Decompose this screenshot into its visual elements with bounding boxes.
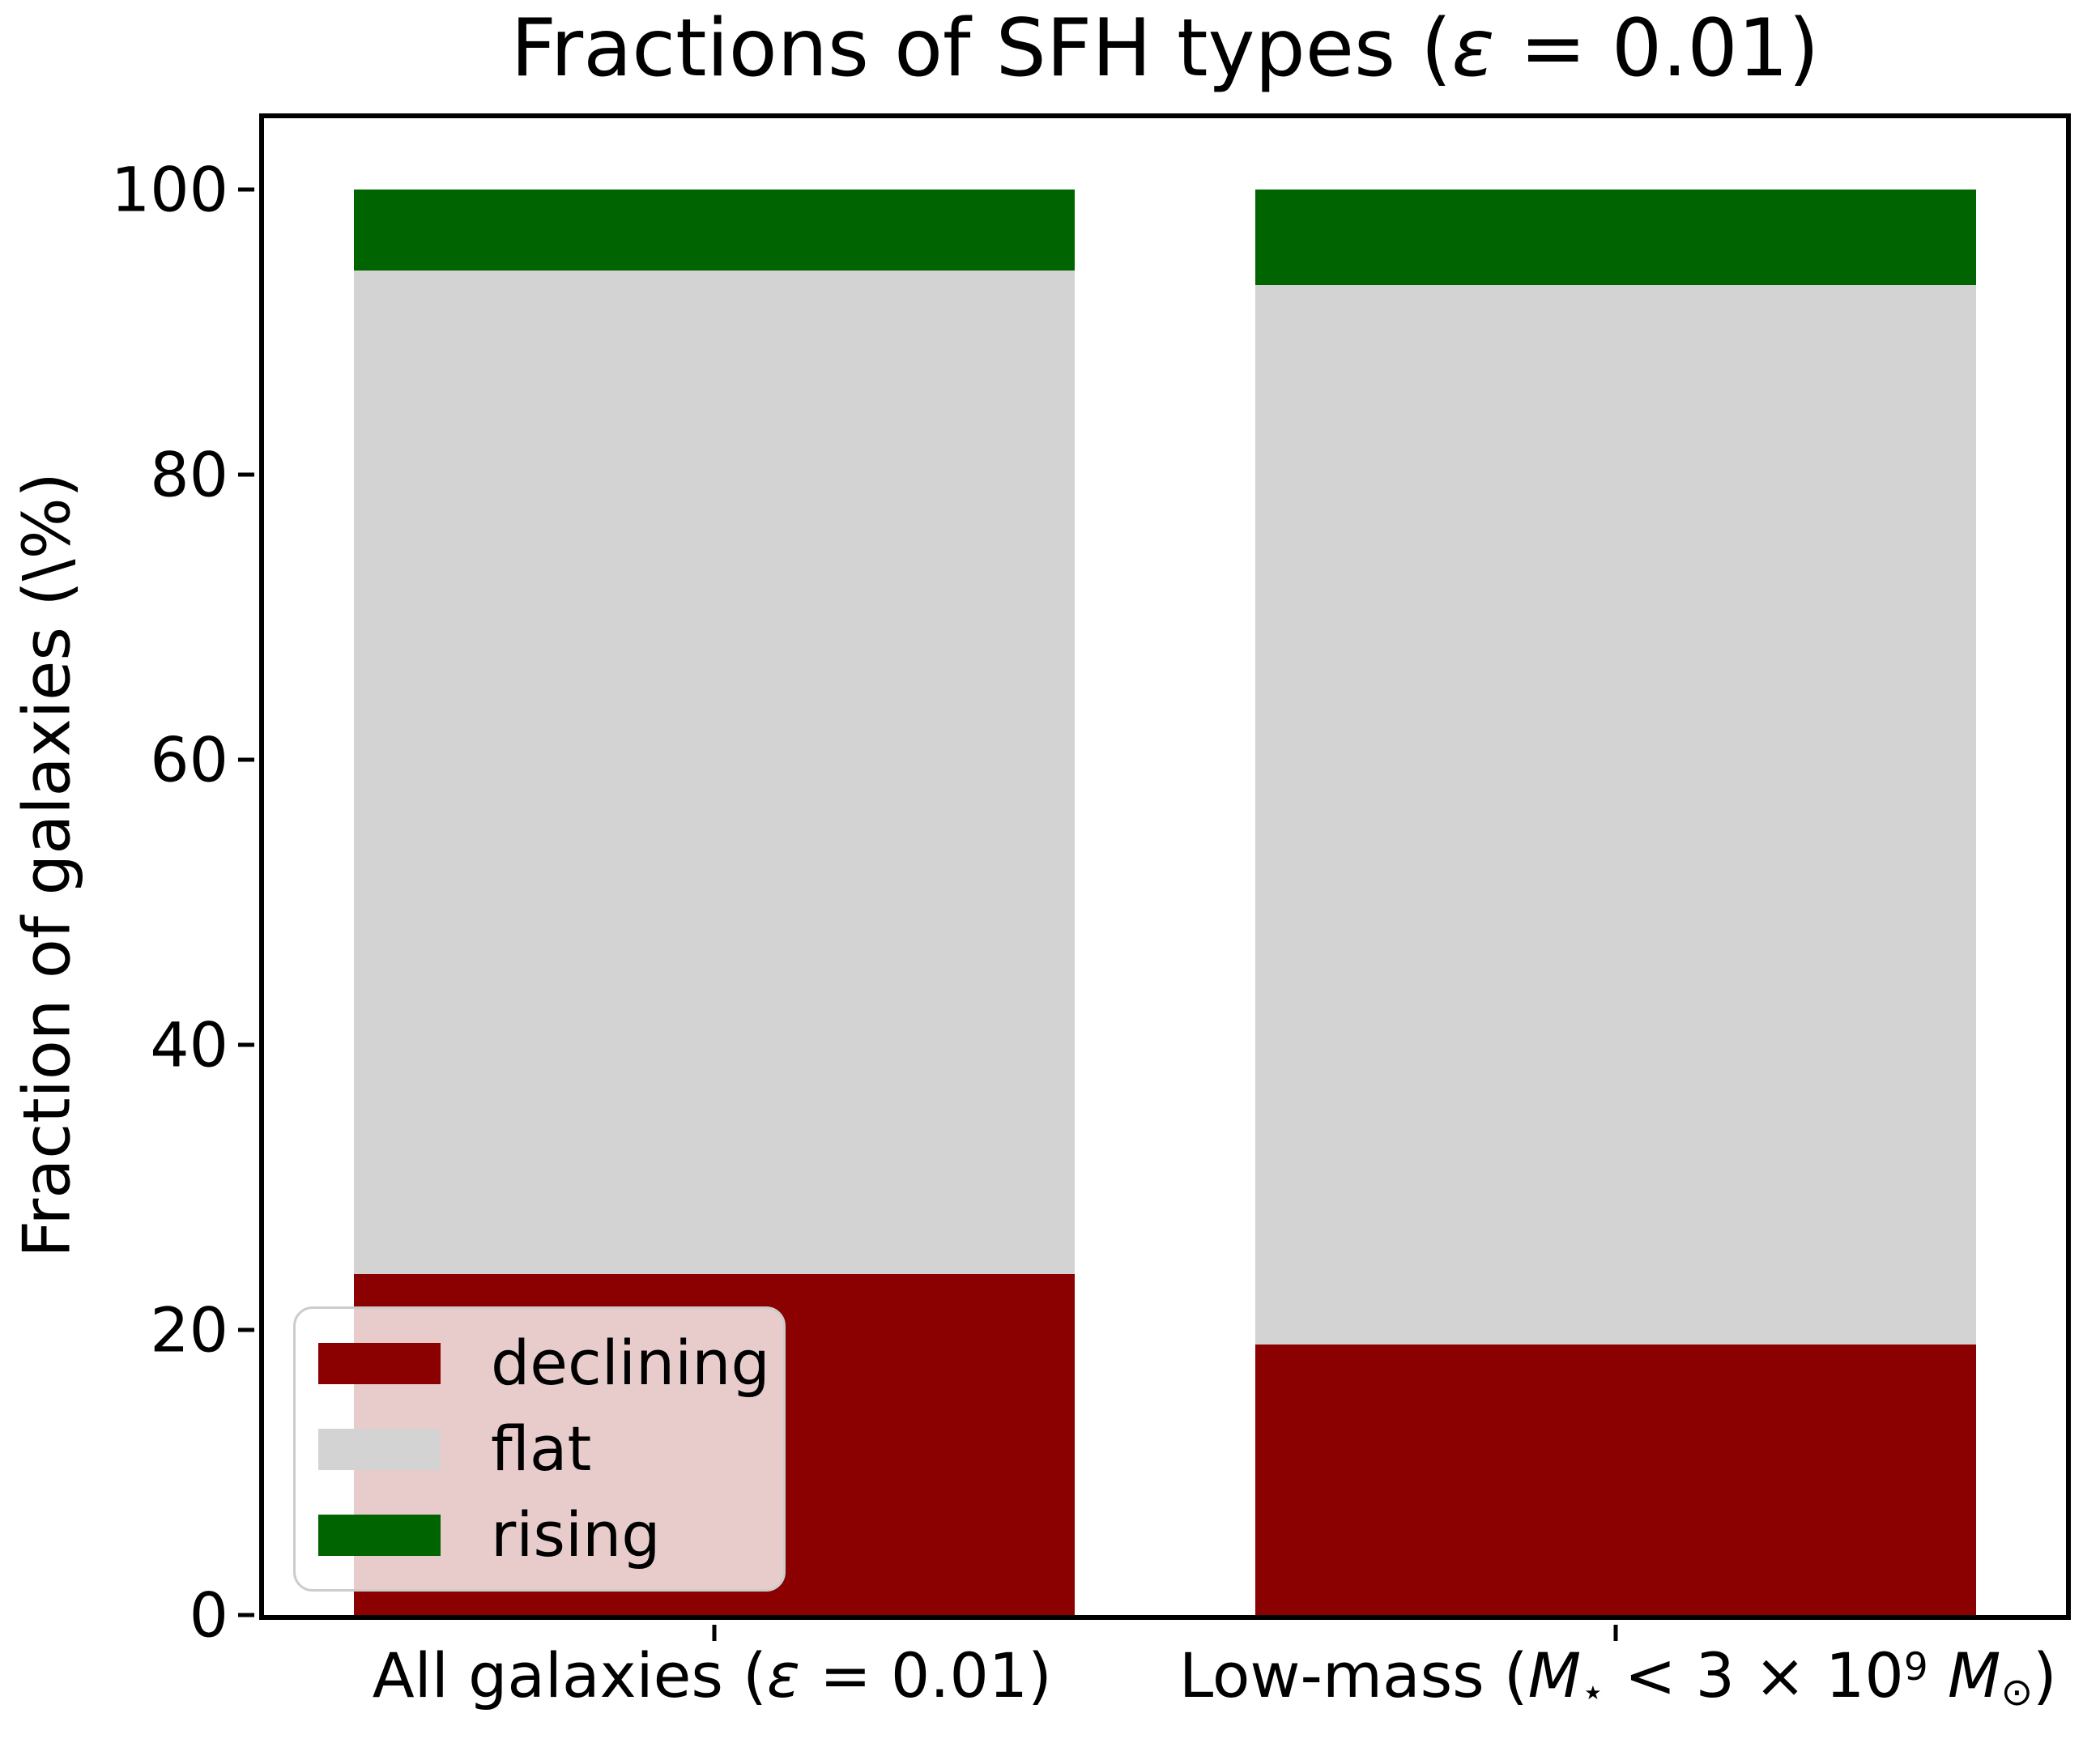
x-tick-mark xyxy=(712,1625,717,1641)
legend-label-rising: rising xyxy=(491,1498,661,1570)
bar-segment-flat xyxy=(1254,284,1976,1345)
y-tick-mark xyxy=(238,757,254,762)
label-part xyxy=(1928,1639,1948,1711)
label-part: = 0.01) xyxy=(799,1639,1052,1711)
label-part: ) xyxy=(2032,1639,2057,1711)
y-tick-label: 100 xyxy=(110,153,228,226)
legend-row-declining: declining xyxy=(318,1327,770,1399)
label-part: ε xyxy=(766,1639,800,1711)
chart-title: Fractions of SFH types (ε = 0.01) xyxy=(259,3,2071,95)
x-tick-label: Low-mass (M⋆ < 3 × 109 M⊙) xyxy=(1179,1639,2057,1715)
legend-label-declining: declining xyxy=(491,1327,770,1399)
legend-label-flat: flat xyxy=(491,1413,592,1485)
y-tick-mark xyxy=(238,187,254,192)
label-part: M xyxy=(1947,1639,2001,1711)
label-part: M xyxy=(1527,1639,1582,1711)
y-tick-mark xyxy=(238,1613,254,1617)
y-tick-label: 40 xyxy=(150,1008,228,1081)
bar-segment-flat xyxy=(354,271,1076,1275)
label-part: Low-mass ( xyxy=(1178,1639,1528,1711)
x-tick-mark xyxy=(1613,1625,1618,1641)
legend: declining flat rising xyxy=(293,1306,786,1592)
legend-row-flat: flat xyxy=(318,1418,767,1480)
label-part: ⊙ xyxy=(2000,1669,2033,1715)
bar-segment-rising xyxy=(1254,190,1976,285)
y-axis-label: Fraction of galaxies (\%) xyxy=(9,472,85,1258)
label-part: = 0.01) xyxy=(1494,2,1820,95)
label-part: Fractions of SFH types ( xyxy=(510,2,1452,95)
plot-inner: 0 20 40 60 80 100 xyxy=(111,118,2066,1651)
bar-segment-rising xyxy=(354,190,1076,271)
label-part: ⋆ xyxy=(1581,1669,1605,1715)
legend-swatch-flat xyxy=(318,1428,441,1470)
legend-swatch-declining xyxy=(318,1342,441,1384)
y-tick-label: 20 xyxy=(150,1293,228,1366)
bar-segment-declining xyxy=(1254,1344,1976,1616)
legend-row-rising: rising xyxy=(318,1504,767,1566)
y-tick-label: 80 xyxy=(150,438,228,511)
y-tick-mark xyxy=(238,1327,254,1332)
y-tick-mark xyxy=(238,472,254,477)
y-tick-label: 0 xyxy=(189,1579,228,1651)
label-part: ε xyxy=(1451,2,1495,95)
label-part: < 3 × 10 xyxy=(1604,1639,1904,1711)
y-tick-mark xyxy=(238,1042,254,1047)
label-part: 9 xyxy=(1903,1645,1928,1690)
plot-area: 0 20 40 60 80 100 declining flat rising xyxy=(111,113,2071,1651)
label-part: All galaxies ( xyxy=(372,1639,767,1711)
y-tick-label: 60 xyxy=(150,723,228,796)
bar-low-mass xyxy=(1254,190,1976,1616)
legend-swatch-rising xyxy=(318,1514,441,1556)
x-tick-label: All galaxies (ε = 0.01) xyxy=(373,1639,1052,1711)
